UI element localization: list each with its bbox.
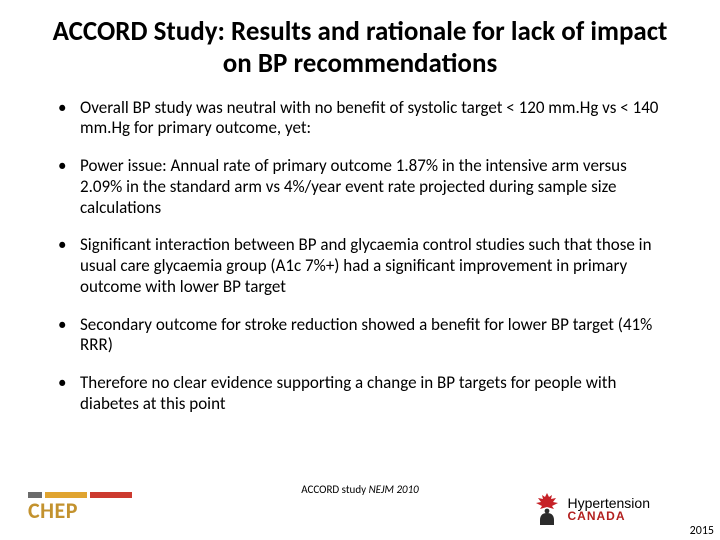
bullet-item: Power issue: Annual rate of primary outc… (58, 156, 670, 218)
figure-head-icon (544, 509, 549, 514)
citation-prefix: ACCORD study (301, 483, 368, 496)
bullet-list: Overall BP study was neutral with no ben… (28, 98, 692, 415)
footer: CHEP Hypertension CANADA 2015 (0, 496, 720, 540)
hc-icon (532, 492, 562, 526)
hc-text: Hypertension CANADA (568, 496, 651, 522)
slide-title: ACCORD Study: Results and rationale for … (42, 16, 678, 80)
bullet-item: Therefore no clear evidence supporting a… (58, 373, 670, 414)
bullet-item: Secondary outcome for stroke reduction s… (58, 315, 670, 356)
bullet-item: Overall BP study was neutral with no ben… (58, 98, 670, 139)
bullet-item: Significant interaction between BP and g… (58, 235, 670, 297)
chep-stripe (90, 492, 132, 498)
slide: ACCORD Study: Results and rationale for … (0, 0, 720, 540)
hc-line1: Hypertension (568, 496, 651, 510)
hypertension-canada-logo: Hypertension CANADA (532, 492, 651, 526)
chep-text: CHEP (28, 500, 138, 522)
figure-body-icon (540, 513, 554, 525)
year-label: 2015 (690, 524, 714, 538)
hc-line2: CANADA (568, 510, 651, 522)
citation-source: NEJM 2010 (369, 483, 419, 496)
chep-logo: CHEP (28, 492, 138, 522)
maple-leaf-icon (536, 493, 558, 509)
